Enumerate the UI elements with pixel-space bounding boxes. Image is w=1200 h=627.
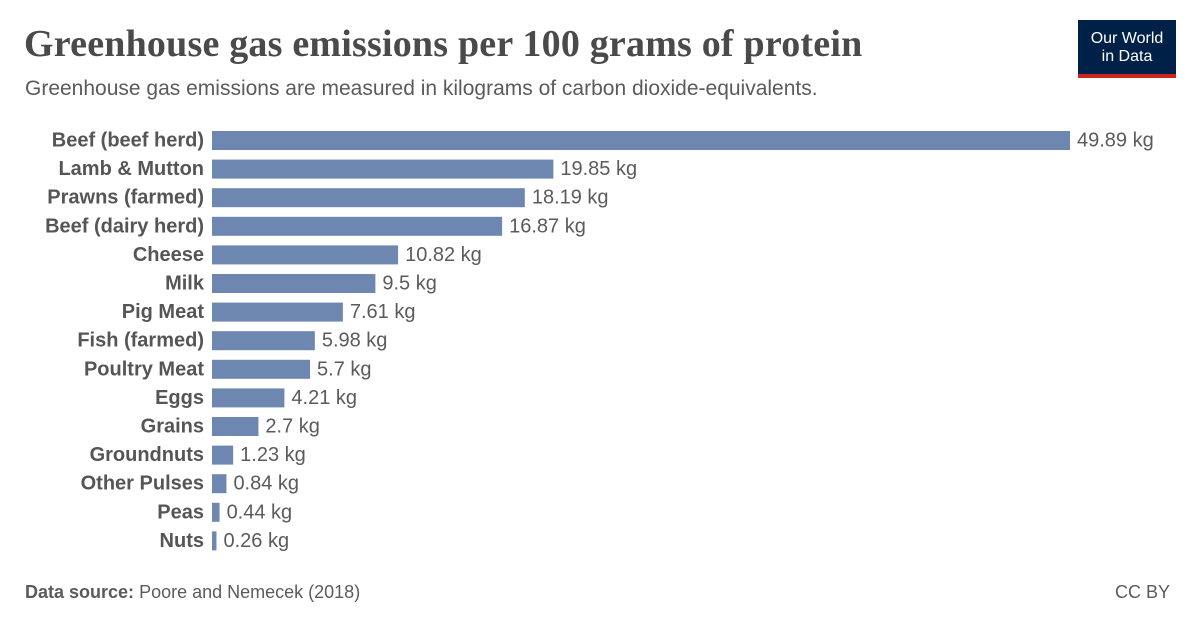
value-label-eggs: 4.21 kg [291,387,357,409]
category-label-cheese: Cheese [133,244,204,266]
bar-lamb-mutton[interactable] [212,159,554,179]
category-label-eggs: Eggs [155,387,204,409]
bar-groundnuts[interactable] [212,445,234,465]
data-source: Data source: Poore and Nemecek (2018) [25,580,360,604]
value-label-fish-farmed: 5.98 kg [322,330,388,352]
bar-grains[interactable] [212,417,259,436]
value-label-peas: 0.44 kg [227,501,293,523]
category-label-poultry-meat: Poultry Meat [84,358,204,380]
bar-other-pulses[interactable] [212,474,227,494]
value-label-pig-meat: 7.61 kg [350,301,416,323]
bar-milk[interactable] [212,274,376,293]
value-label-other-pulses: 0.84 kg [233,473,299,495]
chart-subtitle: Greenhouse gas emissions are measured in… [25,77,818,100]
value-label-prawns-farmed: 18.19 kg [532,187,609,209]
value-label-groundnuts: 1.23 kg [240,444,306,466]
bar-chart: Beef (beef herd) 49.89 kg Lamb & Mutton 19.… [45,130,1154,552]
logo-line-1: Our World [1090,30,1164,47]
category-label-nuts: Nuts [160,530,204,552]
data-source-label: Data source: [25,582,135,602]
category-label-pig-meat: Pig Meat [122,301,205,323]
category-label-grains: Grains [141,416,204,438]
category-label-beef-beef-herd: Beef (beef herd) [52,130,204,152]
bar-peas[interactable] [212,502,220,522]
bar-cheese[interactable] [212,245,399,265]
bar-beef-dairy-herd[interactable] [212,216,503,236]
value-label-nuts: 0.26 kg [223,530,289,552]
value-label-grains: 2.7 kg [265,416,319,438]
category-label-beef-dairy-herd: Beef (dairy herd) [45,215,204,237]
category-label-groundnuts: Groundnuts [90,444,204,466]
category-label-lamb-mutton: Lamb & Mutton [58,158,204,180]
bar-poultry-meat[interactable] [212,359,311,379]
category-label-peas: Peas [157,501,204,523]
bar-beef-beef-herd[interactable] [212,131,1070,150]
logo-line-2: in Data [1101,48,1153,65]
license-link[interactable]: CC BY [1114,582,1170,602]
category-label-prawns-farmed: Prawns (farmed) [47,187,204,209]
category-label-milk: Milk [165,273,205,295]
owid-logo[interactable]: Our World in Data [1078,20,1176,78]
bar-pig-meat[interactable] [212,302,343,322]
value-label-beef-beef-herd: 49.89 kg [1077,130,1154,152]
data-source-text: Poore and Nemecek (2018) [139,582,361,602]
value-label-poultry-meat: 5.7 kg [317,358,371,380]
bar-prawns-farmed[interactable] [212,188,525,208]
category-label-fish-farmed: Fish (farmed) [77,330,204,352]
value-label-milk: 9.5 kg [382,273,436,295]
value-label-lamb-mutton: 19.85 kg [560,158,637,180]
bar-fish-farmed[interactable] [212,331,315,351]
value-label-cheese: 10.82 kg [405,244,482,266]
chart-title: Greenhouse gas emissions per 100 grams o… [24,23,863,65]
bar-eggs[interactable] [212,388,285,408]
bar-nuts[interactable] [212,531,217,551]
value-label-beef-dairy-herd: 16.87 kg [509,215,586,237]
category-label-other-pulses: Other Pulses [81,473,204,495]
